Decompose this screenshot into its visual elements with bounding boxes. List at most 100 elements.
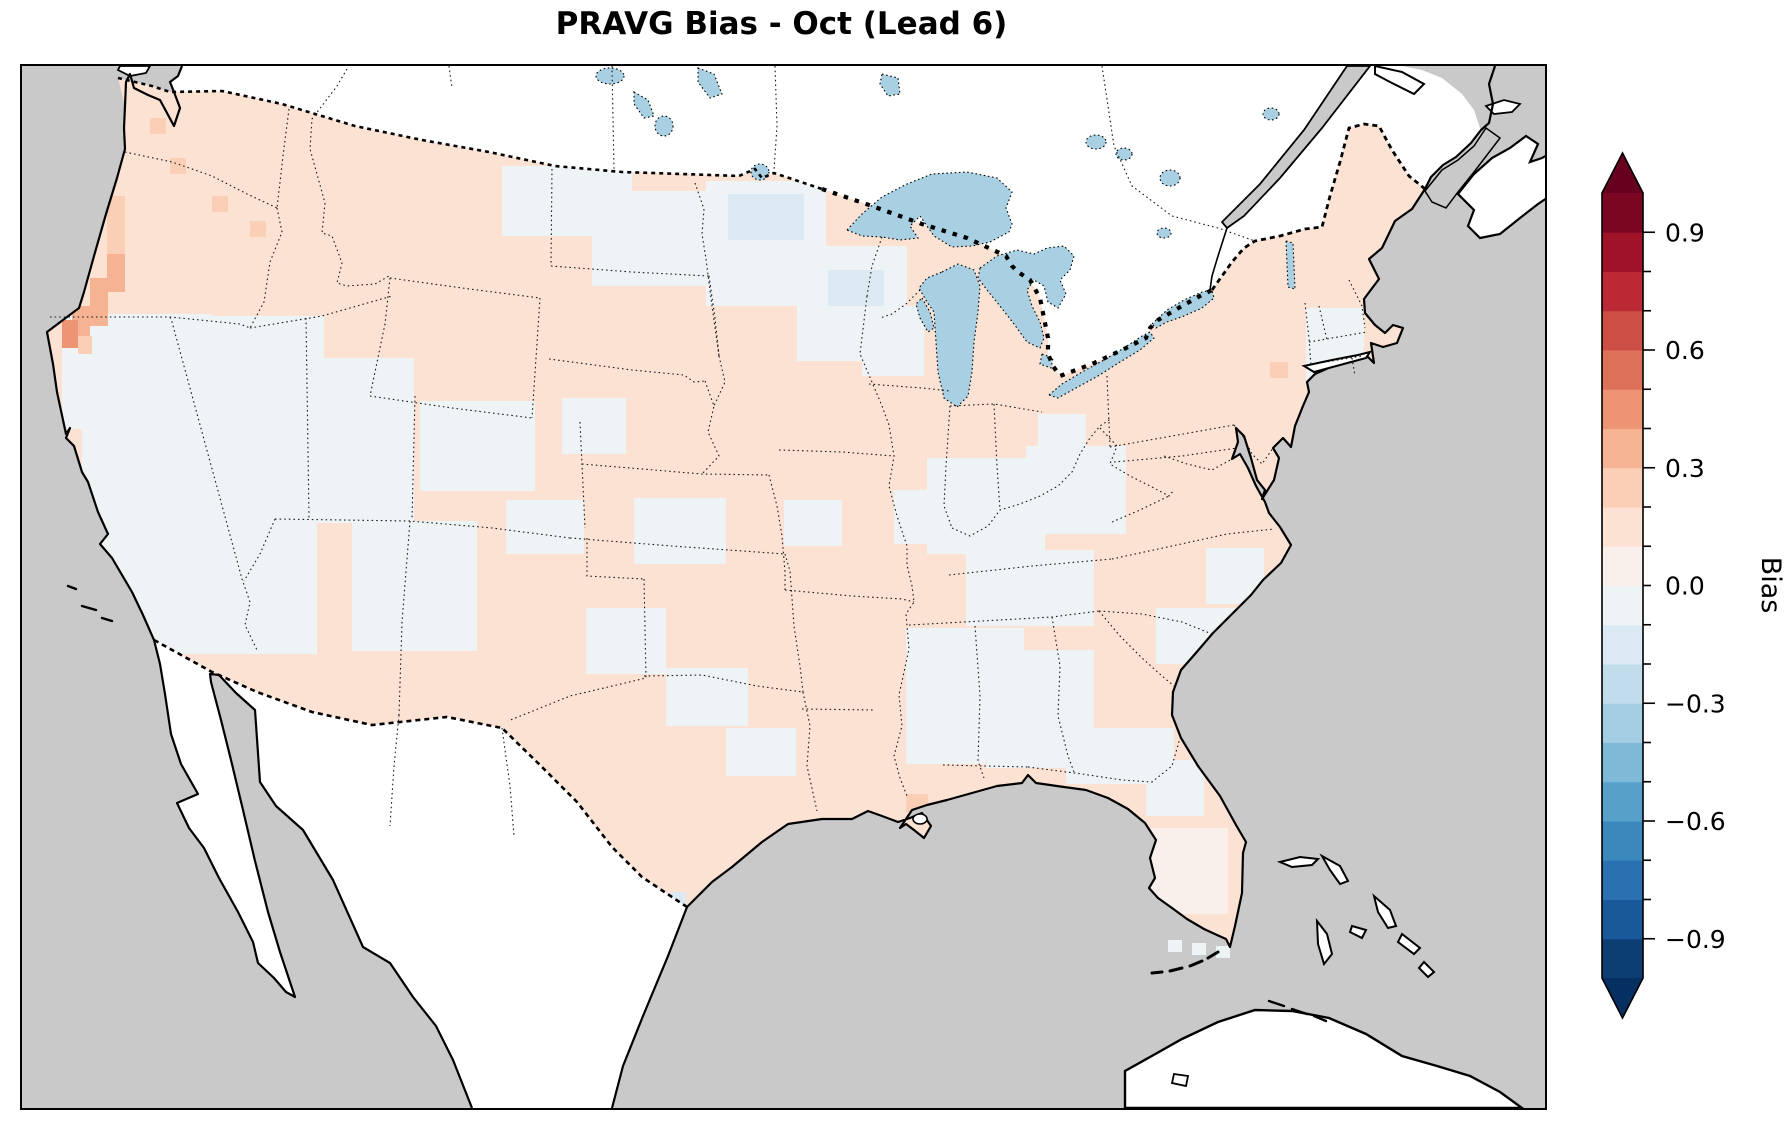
colorbar-segment (1602, 703, 1643, 743)
bias-cell (592, 191, 712, 286)
colorbar-tick-label: 0.3 (1665, 454, 1705, 483)
canada-lake (1262, 107, 1280, 121)
colorbar-ticks: 0.9 0.6 0.3 0.0 −0.3 −0.6 −0.9 (1643, 218, 1726, 954)
colorbar-segment (1602, 624, 1643, 665)
grand-bahama (1276, 855, 1321, 869)
bahamas (1276, 853, 1436, 979)
us-canada-border-east (1210, 122, 1426, 291)
colorbar-segment (1602, 467, 1643, 508)
lake-pontchartrain (912, 813, 928, 825)
eleuthera (1372, 893, 1398, 930)
bias-cell (666, 668, 748, 726)
bias-cell (107, 254, 125, 292)
lake-nipigon (879, 73, 901, 97)
colorbar-axis-label: Bias (1755, 557, 1786, 614)
isla-juventud (1170, 1072, 1190, 1088)
chart-title: PRAVG Bias - Oct (Lead 6) (555, 6, 1008, 42)
coastline-west (45, 66, 474, 1108)
bias-cell (150, 118, 166, 134)
canada-lake (1115, 147, 1133, 161)
colorbar-segment (1602, 428, 1643, 469)
colorbar-segment (1602, 350, 1643, 390)
bias-cell (562, 398, 626, 454)
bias-cell (1026, 446, 1126, 534)
st-lawrence-river (1220, 66, 1372, 230)
florida-keys (1150, 950, 1220, 975)
gaspe-land (1374, 66, 1426, 96)
bias-cell (78, 336, 92, 354)
st-lawrence-tail (1209, 227, 1228, 291)
colorbar-tick-label: −0.3 (1665, 689, 1726, 718)
canada-lake (1159, 169, 1181, 187)
offshore-bias-cell (1168, 940, 1182, 952)
bias-cell (894, 490, 952, 544)
colorbar-outline (1601, 151, 1644, 1020)
canada-lake (654, 115, 674, 137)
colorbar-extend-under (1602, 978, 1643, 1018)
colorbar-segment (1602, 507, 1643, 547)
colorbar-segment (1602, 664, 1643, 704)
bias-cell (107, 196, 125, 254)
map-canvas (22, 66, 1545, 1108)
lake-michigan (918, 263, 981, 408)
colorbar-segment (1602, 193, 1643, 233)
lake-champlain (1285, 240, 1296, 290)
bias-cell (62, 320, 78, 348)
bias-cell (170, 158, 186, 174)
vancouver-island (116, 66, 152, 77)
offshore-bias-cell (1192, 943, 1206, 955)
nova-scotia (1456, 134, 1545, 240)
colorbar-tick-label: 0.6 (1665, 336, 1705, 365)
canada-lake (697, 67, 723, 99)
offshore-bias-cell (1216, 946, 1230, 958)
new-providence (1348, 924, 1368, 940)
colorbar-segment (1602, 821, 1643, 861)
bias-cell (304, 358, 414, 523)
bias-cell (1270, 362, 1288, 378)
bias-cell (352, 521, 477, 651)
colorbar-segment (1602, 232, 1643, 272)
colorbar-segment (1602, 742, 1643, 783)
canada-lake (595, 67, 625, 85)
colorbar-segment (1602, 310, 1643, 351)
bias-cell (726, 728, 796, 776)
colorbar-segment (1602, 271, 1643, 312)
bay-of-fundy (1424, 126, 1502, 209)
canada-lake (1156, 227, 1172, 239)
colorbar-segment (1602, 585, 1643, 626)
colorbar-segment (1602, 860, 1643, 900)
bias-cell (1146, 760, 1204, 816)
state-borders (50, 66, 1368, 837)
cuba (1123, 1008, 1525, 1108)
canada-lake (633, 91, 655, 119)
coastline-gulf-atlantic (610, 66, 1497, 1108)
bias-cell (862, 306, 924, 376)
colorbar-extend-over (1602, 153, 1643, 193)
long-island (1301, 350, 1373, 374)
bahama-cay (1396, 932, 1422, 956)
colorbar-segment (1602, 781, 1643, 822)
colorbar-segment (1602, 546, 1643, 586)
lake-ontario (1151, 289, 1215, 329)
bias-cell (250, 221, 266, 237)
canada-lake (1085, 134, 1107, 150)
bias-cell (420, 401, 535, 491)
colorbar-segment (1602, 899, 1643, 940)
prince-edward-island (1484, 99, 1522, 115)
bias-cell (90, 278, 108, 326)
colorbar-tick-label: −0.9 (1665, 925, 1726, 954)
abaco (1319, 853, 1350, 886)
bias-cell (506, 500, 584, 554)
country-borders (117, 76, 1426, 909)
colorbar-segment (1602, 938, 1643, 979)
bias-cell (1038, 414, 1086, 454)
bias-cell (212, 196, 228, 212)
bias-cell (728, 194, 804, 240)
colorbar-tick-label: −0.6 (1665, 807, 1726, 836)
bias-cell (784, 500, 842, 546)
offshore-bias-cells (1168, 940, 1230, 958)
colorbar-tick-label: 0.0 (1665, 572, 1705, 601)
gulf-of-st-lawrence (1375, 66, 1545, 154)
colorbar-tick-label: 0.9 (1665, 218, 1705, 247)
